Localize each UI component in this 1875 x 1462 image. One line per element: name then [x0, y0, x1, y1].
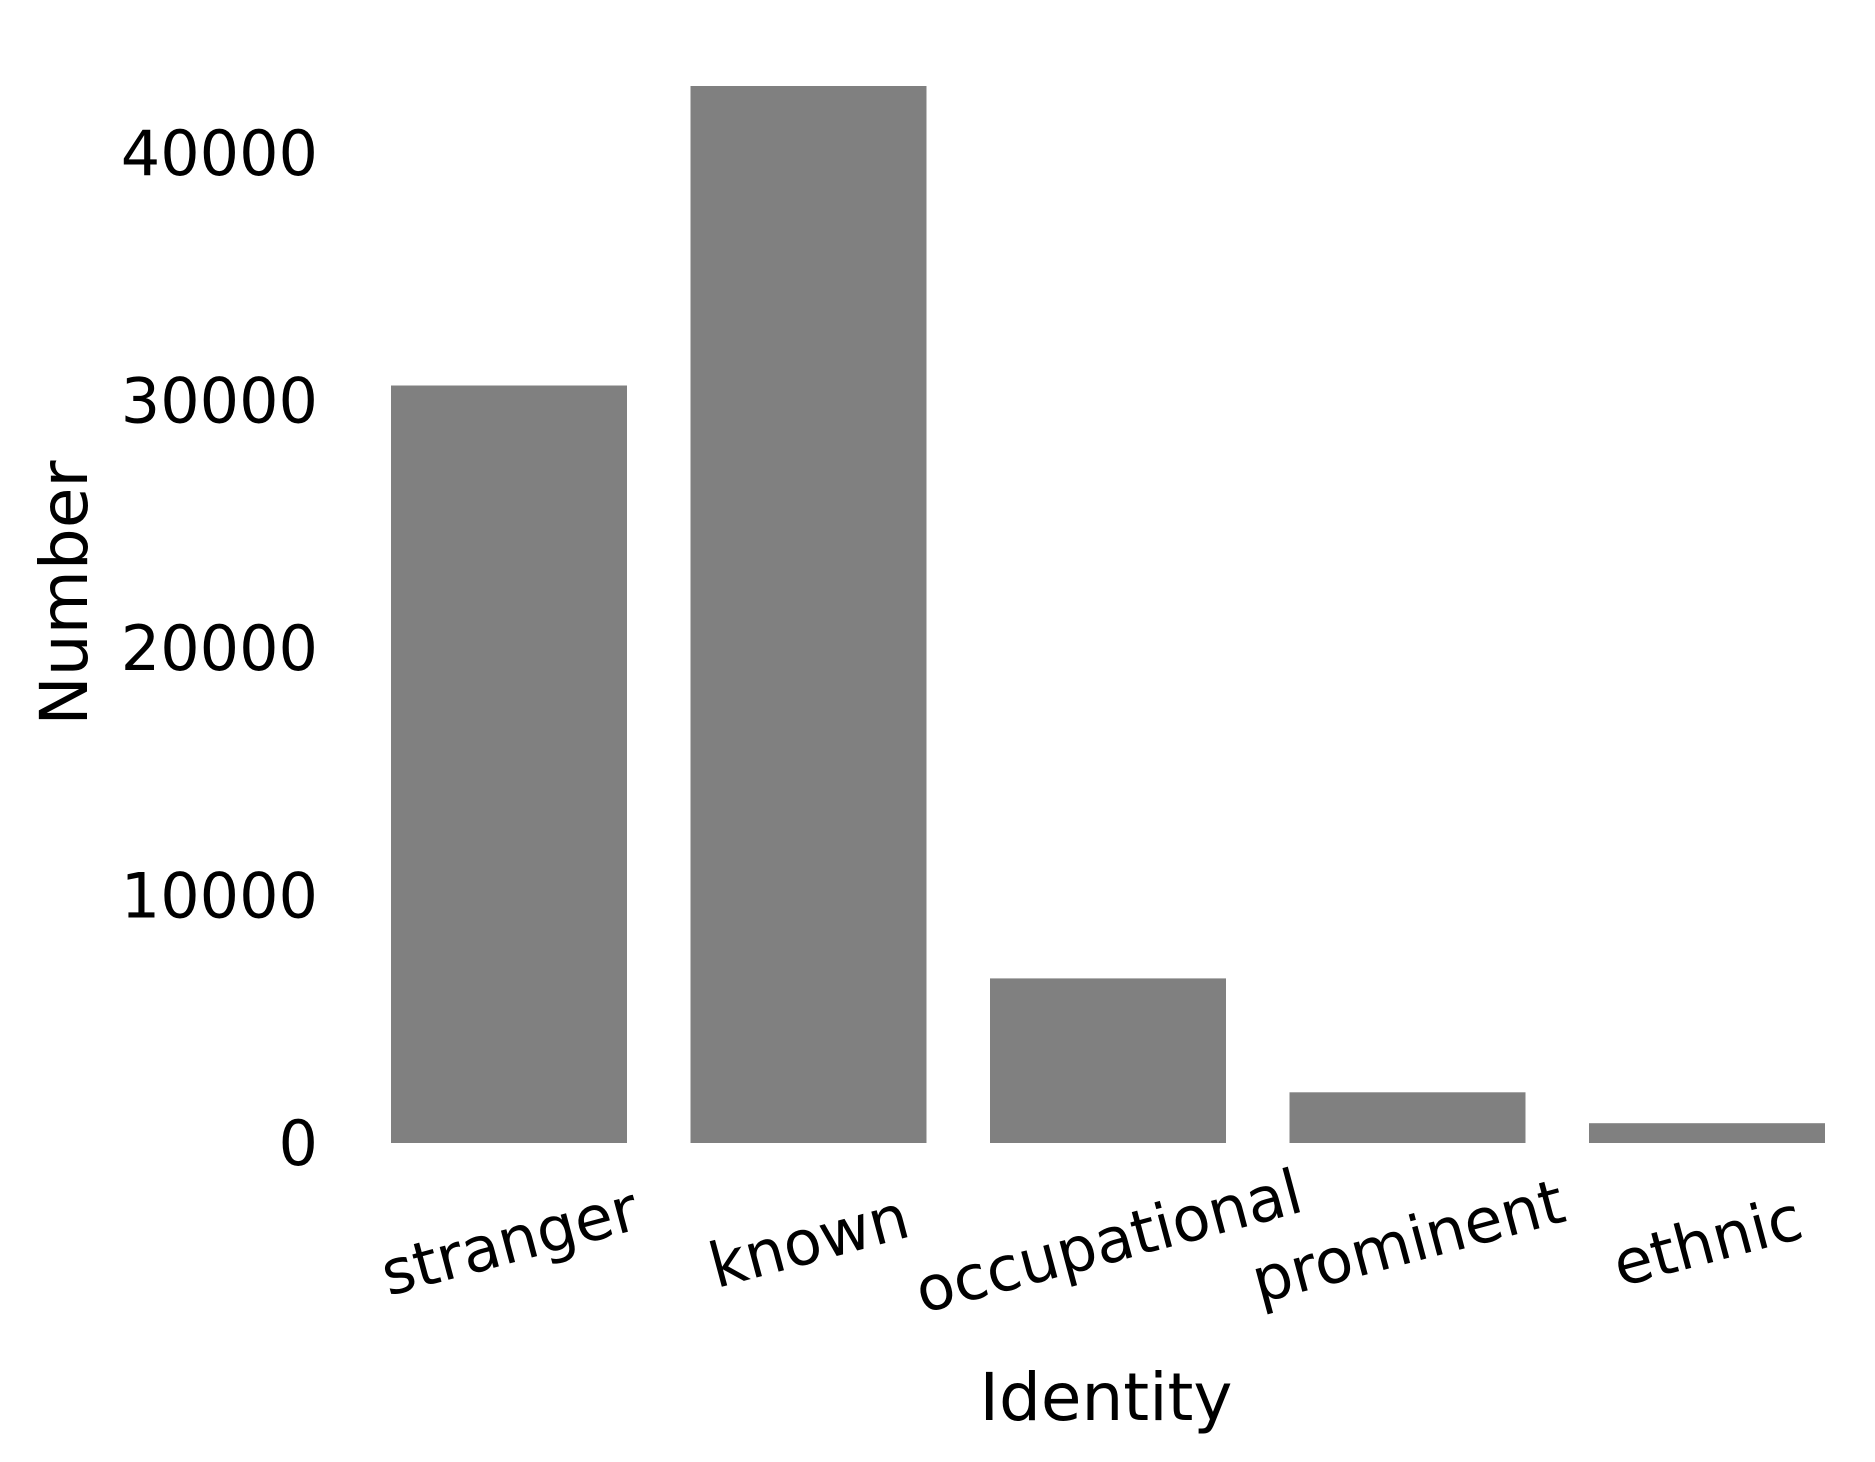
- y-tick-label: 30000: [121, 364, 318, 437]
- bar-occupational: [990, 978, 1226, 1143]
- x-axis-label: Identity: [980, 1359, 1233, 1436]
- y-tick-label: 10000: [121, 860, 318, 933]
- y-tick-label: 0: [279, 1107, 318, 1180]
- y-axis-ticks: 0 10000 20000 30000 40000: [121, 117, 318, 1180]
- x-tick-label-stranger: stranger: [373, 1172, 646, 1311]
- bar-stranger: [391, 385, 627, 1143]
- x-tick-label-known: known: [701, 1180, 916, 1303]
- y-tick-label: 20000: [121, 612, 318, 685]
- x-tick-label-occupational: occupational: [907, 1155, 1309, 1328]
- x-tick-label-ethnic: ethnic: [1605, 1181, 1810, 1301]
- bar-known: [690, 86, 927, 1143]
- y-axis-label: Number: [26, 460, 103, 726]
- bar-ethnic: [1589, 1123, 1825, 1143]
- y-tick-label: 40000: [121, 117, 318, 190]
- bars-layer: [391, 86, 1825, 1143]
- bar-prominent: [1289, 1092, 1526, 1143]
